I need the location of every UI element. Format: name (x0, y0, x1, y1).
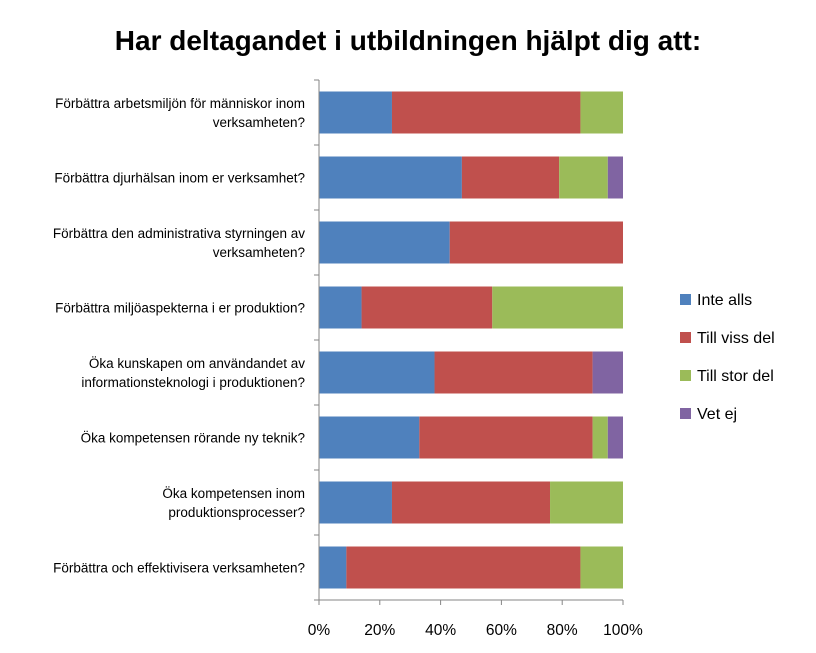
bar-segment (559, 156, 608, 199)
legend-label: Till viss del (697, 330, 775, 347)
category-label: Förbättra och effektivisera verksamheten… (53, 561, 305, 576)
bar-segment (319, 481, 392, 524)
bar-segment (319, 416, 420, 459)
category-labels: Förbättra arbetsmiljön för människor ino… (53, 96, 305, 576)
bar-segment (592, 416, 608, 459)
bar-segment (580, 546, 623, 589)
legend-label: Vet ej (697, 406, 737, 423)
bar-segment (461, 156, 560, 199)
chart-title: Har deltagandet i utbildningen hjälpt di… (115, 25, 701, 56)
legend-swatch (680, 370, 691, 381)
bar-segment (319, 286, 362, 329)
bar-segment (580, 91, 623, 134)
bar-segment (449, 221, 623, 264)
category-label: Öka kunskapen om användandet av (89, 356, 305, 371)
bar-segment (319, 351, 435, 394)
category-label: informationsteknologi i produktionen? (81, 375, 305, 390)
bar-segment (319, 91, 392, 134)
bar-segment (319, 546, 347, 589)
category-label: verksamheten? (213, 115, 305, 130)
x-tick-label: 40% (425, 622, 456, 639)
legend-label: Inte alls (697, 292, 752, 309)
x-tick-label: 80% (547, 622, 578, 639)
bar-segment (391, 91, 581, 134)
bar-segment (319, 156, 462, 199)
x-tick-labels: 0% 20% 40% 60% 80% 100% (308, 622, 643, 639)
bar-segment (607, 156, 623, 199)
category-label: verksamheten? (213, 245, 305, 260)
x-tick-label: 0% (308, 622, 331, 639)
legend-swatch (680, 332, 691, 343)
bar-segment (434, 351, 593, 394)
category-label: Öka kompetensen inom (162, 486, 305, 501)
category-label: Öka kompetensen rörande ny teknik? (81, 431, 305, 446)
bar-segment (319, 221, 450, 264)
x-tick-label: 100% (603, 622, 643, 639)
category-label: Förbättra miljöaspekterna i er produktio… (55, 301, 305, 316)
bar-segment (492, 286, 623, 329)
legend-label: Till stor del (697, 368, 774, 385)
bars-group (319, 91, 623, 589)
bar-segment (550, 481, 623, 524)
axes (314, 79, 624, 605)
category-label: Förbättra djurhälsan inom er verksamhet? (54, 171, 305, 186)
category-label: Förbättra den administrativa styrningen … (53, 226, 305, 241)
bar-segment (346, 546, 581, 589)
bar-segment (592, 351, 623, 394)
x-tick-label: 20% (364, 622, 395, 639)
bar-segment (361, 286, 493, 329)
bar-segment (419, 416, 593, 459)
x-tick-label: 60% (486, 622, 517, 639)
legend: Inte alls Till viss del Till stor del Vet e… (680, 292, 775, 423)
bar-segment (391, 481, 551, 524)
category-label: produktionsprocesser? (168, 505, 305, 520)
legend-swatch (680, 408, 691, 419)
category-label: Förbättra arbetsmiljön för människor ino… (55, 96, 305, 111)
bar-segment (607, 416, 623, 459)
legend-swatch (680, 294, 691, 305)
